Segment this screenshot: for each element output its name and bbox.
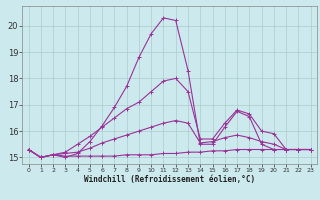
X-axis label: Windchill (Refroidissement éolien,°C): Windchill (Refroidissement éolien,°C) — [84, 175, 255, 184]
